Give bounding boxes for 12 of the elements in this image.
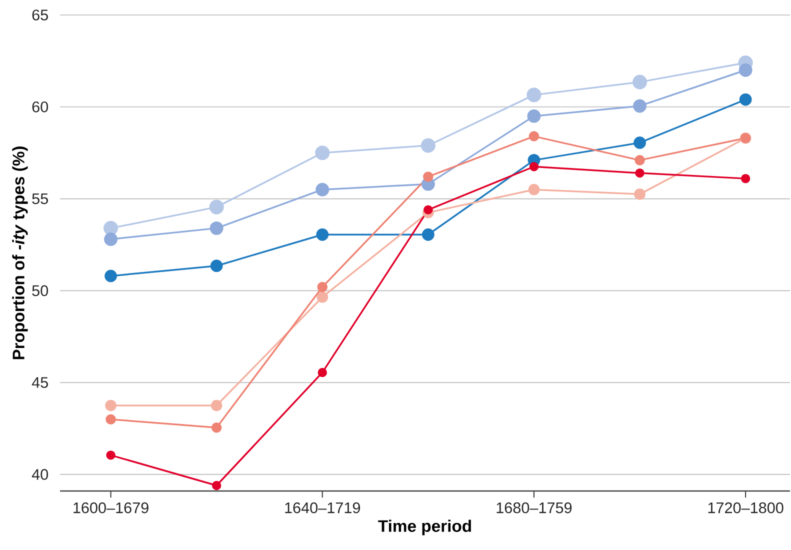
x-tick-label: 1640–1719 (285, 502, 360, 514)
y-tick-label: 65 (32, 10, 48, 20)
y-axis-title: Proportion of -ity types (%) (12, 146, 28, 360)
x-tick-label: 1680–1759 (496, 502, 572, 514)
y-tick-label: 40 (32, 469, 48, 480)
y-tick-label: 60 (32, 101, 48, 112)
y-tick-label: 45 (32, 377, 48, 388)
x-tick-label: 1600–1679 (74, 502, 148, 514)
y-tick-label: 50 (32, 285, 48, 296)
x-axis-title: Time period (378, 520, 471, 536)
y-tick-label: 55 (32, 193, 48, 204)
x-tick-label: 1720–1800 (708, 502, 784, 514)
